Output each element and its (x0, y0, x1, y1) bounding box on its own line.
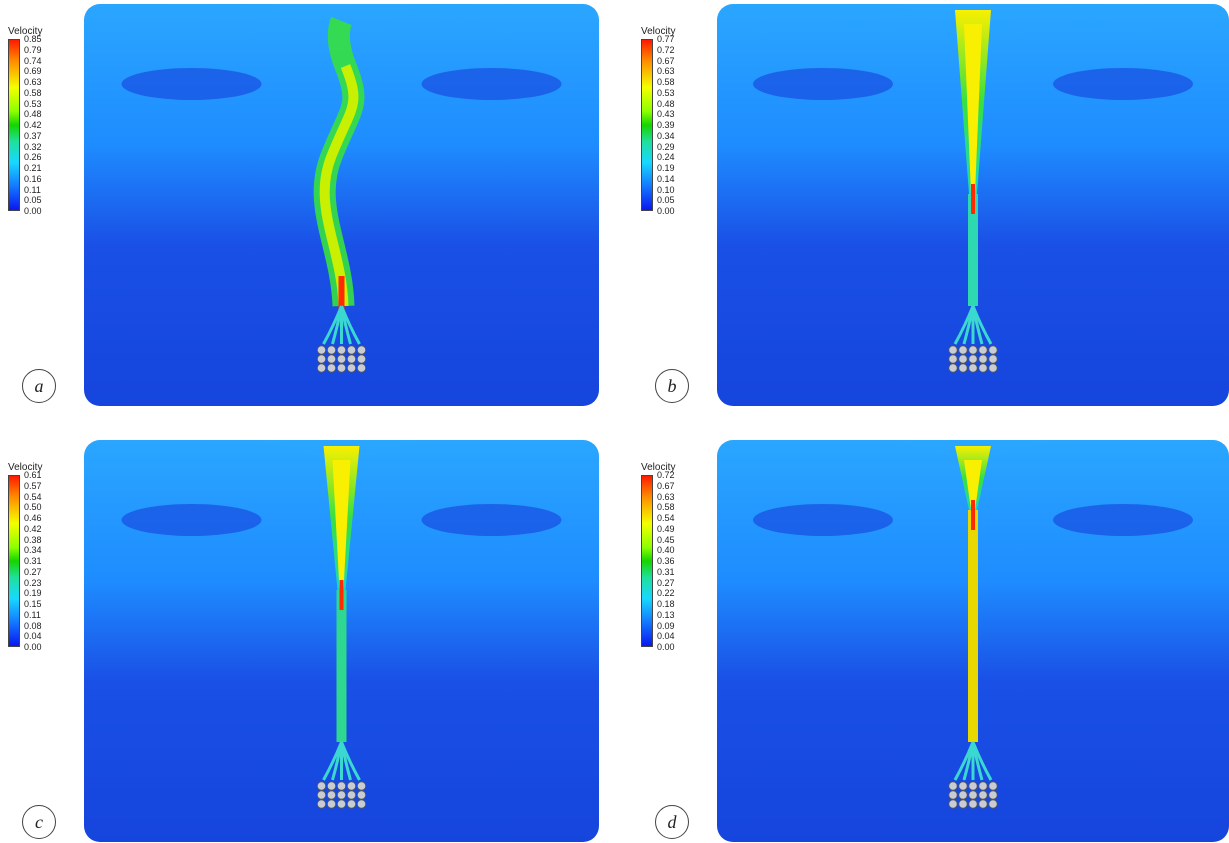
legend-tick-label: 0.54 (657, 513, 675, 523)
legend-tick-label: 0.74 (24, 55, 42, 66)
legend-tick-label: 0.67 (657, 55, 675, 66)
legend-tick-label: 0.11 (24, 184, 41, 195)
legend-tick-label: 0.34 (24, 545, 42, 556)
legend-tick-label: 0.77 (657, 34, 675, 44)
legend-tick-label: 0.58 (657, 502, 675, 513)
legend-tick-label: 0.10 (657, 184, 675, 195)
legend-tick-label: 0.53 (24, 98, 42, 109)
legend-tick-label: 0.21 (24, 163, 42, 173)
panel-label: b (655, 369, 689, 403)
velocity-field-image (84, 440, 599, 842)
legend-tick-label: 0.19 (657, 163, 675, 173)
panel-label: d (655, 805, 689, 839)
legend-tick-label: 0.43 (657, 109, 675, 120)
legend-tick-label: 0.26 (24, 152, 42, 163)
legend-tick-label: 0.31 (657, 566, 675, 577)
legend-tick-label: 0.22 (657, 588, 675, 599)
panel-c: Velocity 0.61 0.57 0.54 0.50 0.46 0.42 0.38 0.3… (0, 436, 610, 843)
legend-tick-label: 0.32 (24, 141, 42, 152)
legend-tick-label: 0.45 (657, 534, 675, 545)
legend-tick-label: 0.00 (24, 642, 42, 652)
colorbar (641, 39, 653, 211)
legend-ticks: 0.85 0.79 0.74 0.69 0.63 0.58 0.53 0.48 0.42 0.37… (24, 34, 64, 216)
legend-tick-label: 0.72 (657, 470, 675, 480)
legend-tick-label: 0.00 (24, 206, 42, 216)
panel-label: a (22, 369, 56, 403)
colorbar (8, 475, 20, 647)
panel-d: Velocity 0.72 0.67 0.63 0.58 0.54 0.49 0.45 0.4… (633, 436, 1229, 843)
legend-tick-label: 0.27 (24, 566, 42, 577)
legend-tick-label: 0.48 (24, 109, 42, 120)
panel-label: c (22, 805, 56, 839)
legend-tick-label: 0.58 (24, 87, 42, 98)
legend-tick-label: 0.05 (24, 195, 42, 206)
legend-tick-label: 0.61 (24, 470, 42, 480)
legend-tick-label: 0.54 (24, 491, 42, 502)
legend-tick-label: 0.72 (657, 44, 675, 55)
legend-tick-label: 0.57 (24, 480, 42, 491)
legend-tick-label: 0.18 (657, 599, 675, 609)
legend-tick-label: 0.40 (657, 545, 675, 556)
legend-tick-label: 0.29 (657, 141, 675, 152)
legend-tick-label: 0.15 (24, 599, 42, 609)
legend-ticks: 0.72 0.67 0.63 0.58 0.54 0.49 0.45 0.40 0.36 0.31… (657, 470, 697, 652)
legend-title: Velocity (8, 462, 43, 473)
legend-tick-label: 0.38 (24, 534, 42, 545)
legend-tick-label: 0.00 (657, 642, 675, 652)
legend-tick-label: 0.24 (657, 152, 675, 163)
legend-tick-label: 0.63 (24, 77, 42, 87)
velocity-field-image (84, 4, 599, 406)
legend-tick-label: 0.34 (657, 130, 675, 141)
colorbar (8, 39, 20, 211)
legend-tick-label: 0.09 (657, 620, 675, 631)
legend-tick-label: 0.46 (24, 513, 42, 523)
legend-tick-label: 0.85 (24, 34, 42, 44)
legend-tick-label: 0.11 (24, 609, 41, 620)
legend-tick-label: 0.31 (24, 556, 42, 566)
velocity-field-image (717, 4, 1229, 406)
panel-b: Velocity 0.77 0.72 0.67 0.63 0.58 0.53 0.48 0.4… (633, 0, 1229, 420)
legend-tick-label: 0.58 (657, 77, 675, 87)
legend-tick-label: 0.42 (24, 120, 42, 130)
legend-tick-label: 0.08 (24, 620, 42, 631)
legend-tick-label: 0.39 (657, 120, 675, 130)
legend-tick-label: 0.36 (657, 556, 675, 566)
legend-tick-label: 0.79 (24, 44, 42, 55)
legend-tick-label: 0.05 (657, 195, 675, 206)
legend-tick-label: 0.04 (24, 631, 42, 642)
legend-tick-label: 0.53 (657, 87, 675, 98)
legend-tick-label: 0.23 (24, 577, 42, 588)
legend-title: Velocity (641, 462, 676, 473)
legend-ticks: 0.77 0.72 0.67 0.63 0.58 0.53 0.48 0.43 0.39 0.34… (657, 34, 697, 216)
legend-tick-label: 0.67 (657, 480, 675, 491)
legend-tick-label: 0.49 (657, 523, 675, 534)
legend-tick-label: 0.19 (24, 588, 42, 599)
legend-title: Velocity (8, 26, 43, 37)
legend-tick-label: 0.04 (657, 631, 675, 642)
legend-title: Velocity (641, 26, 676, 37)
legend-tick-label: 0.63 (657, 491, 675, 502)
legend-tick-label: 0.69 (24, 66, 42, 77)
legend-ticks: 0.61 0.57 0.54 0.50 0.46 0.42 0.38 0.34 0.31 0.27… (24, 470, 64, 652)
legend-tick-label: 0.42 (24, 523, 42, 534)
velocity-field-image (717, 440, 1229, 842)
legend-tick-label: 0.14 (657, 173, 675, 184)
legend-tick-label: 0.00 (657, 206, 675, 216)
legend-tick-label: 0.13 (657, 609, 675, 620)
colorbar (641, 475, 653, 647)
legend-tick-label: 0.48 (657, 98, 675, 109)
panel-a: Velocity 0.85 0.79 0.74 0.69 0.63 0.58 0.53 0.4… (0, 0, 610, 420)
legend-tick-label: 0.27 (657, 577, 675, 588)
legend-tick-label: 0.37 (24, 130, 42, 141)
legend-tick-label: 0.50 (24, 502, 42, 513)
legend-tick-label: 0.63 (657, 66, 675, 77)
legend-tick-label: 0.16 (24, 173, 42, 184)
